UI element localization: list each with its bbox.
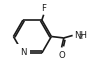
Text: O: O	[58, 51, 65, 60]
Text: NH: NH	[74, 31, 87, 40]
Text: 2: 2	[78, 34, 83, 40]
Text: F: F	[42, 4, 47, 13]
Text: N: N	[20, 48, 26, 57]
